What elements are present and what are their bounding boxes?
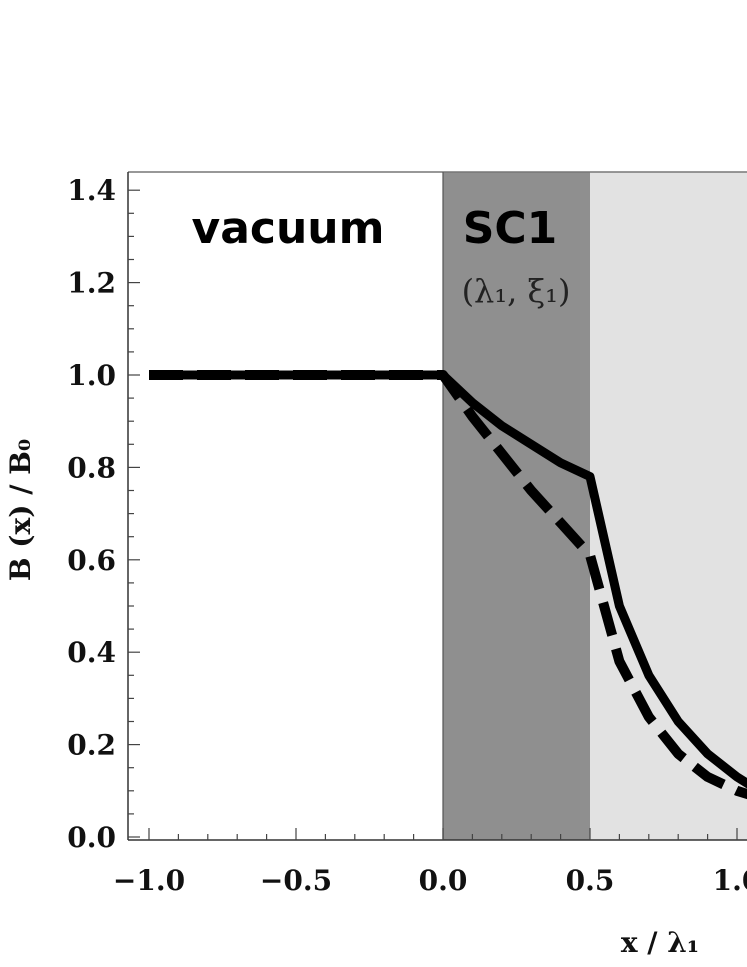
y-tick-label: 1.2	[67, 267, 116, 300]
y-tick-label: 0.4	[67, 636, 116, 669]
region-band-1	[443, 172, 590, 840]
y-tick-label: 0.2	[67, 729, 116, 762]
x-axis-title: x / λ₁	[621, 926, 699, 959]
x-tick-label: −1.0	[113, 864, 185, 897]
data-series	[149, 370, 747, 800]
tick-marks	[128, 189, 738, 840]
x-tick-label: −0.5	[260, 864, 332, 897]
region-band-2	[590, 172, 747, 840]
axes	[127, 171, 747, 841]
y-tick-label: 0.6	[67, 544, 116, 577]
y-tick-label: 0.0	[67, 821, 116, 854]
series-line-dashed	[149, 370, 747, 800]
region-params-sc1: (λ₁, ξ₁)	[462, 272, 571, 310]
region-label-sc1: SC1	[463, 203, 558, 254]
series-line-solid	[149, 370, 747, 789]
tick-labels: 0.0 0.2 0.4 0.6 0.8 1.0 1.2 1.4 −1.0 −0.5 0.0 0.5 1.…	[67, 174, 747, 897]
region-shading	[134, 172, 747, 840]
region-band-0	[134, 172, 444, 840]
region-label-vacuum: vacuum	[192, 203, 385, 254]
x-tick-label: 0.5	[566, 864, 615, 897]
x-tick-label: 0.0	[419, 864, 468, 897]
y-tick-label: 1.0	[67, 359, 116, 392]
region-labels: vacuum SC1 (λ₁, ξ₁)	[192, 203, 571, 310]
y-tick-label: 1.4	[67, 174, 116, 207]
y-tick-label: 0.8	[67, 451, 116, 484]
y-axis-title: B (x) / B₀	[4, 439, 37, 581]
x-tick-label: 1.0	[713, 864, 747, 897]
